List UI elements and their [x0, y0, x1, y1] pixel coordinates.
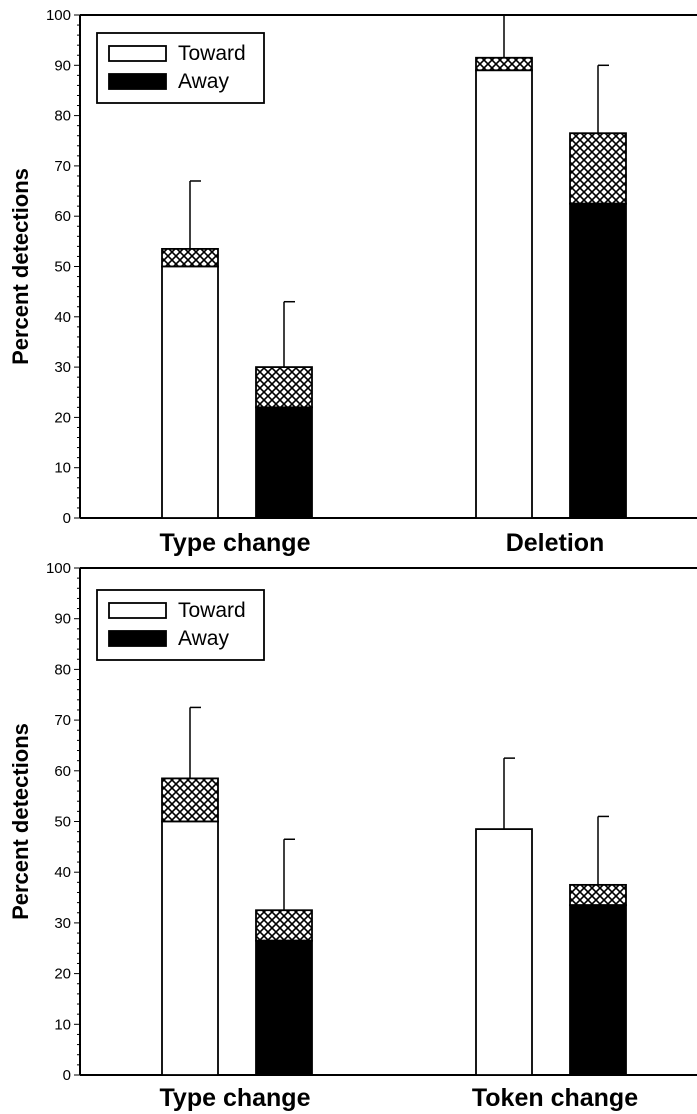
- bar-hatched-segment: [569, 132, 627, 205]
- legend-label-away: Away: [178, 70, 229, 93]
- y-tick-label: 100: [46, 560, 71, 577]
- bar-base-segment: [475, 69, 533, 519]
- legend-swatch-toward: [108, 602, 167, 619]
- legend-swatch-away: [108, 630, 167, 647]
- bar-hatched-segment: [255, 909, 313, 942]
- category-label: Type change: [160, 529, 311, 557]
- bar-base-segment: [161, 265, 219, 519]
- y-tick-label: 50: [54, 259, 71, 276]
- y-tick-label: 90: [54, 611, 71, 628]
- y-tick-label: 20: [54, 409, 71, 426]
- bar-base-segment: [161, 820, 219, 1076]
- bar-away-1: [255, 838, 313, 1076]
- legend: Toward Away: [96, 589, 265, 661]
- bar-hatched-segment: [161, 777, 219, 823]
- y-tick-label: 50: [54, 814, 71, 831]
- legend-label-away: Away: [178, 627, 229, 650]
- y-tick-label: 70: [54, 712, 71, 729]
- bar-away-2: [569, 64, 627, 519]
- y-tick-label: 30: [54, 915, 71, 932]
- legend-box: [96, 32, 265, 104]
- y-tick-label: 30: [54, 359, 71, 376]
- legend-swatch-away: [108, 73, 167, 90]
- y-tick-label: 80: [54, 108, 71, 125]
- bar-base-segment: [255, 406, 313, 519]
- category-label: Token change: [472, 1084, 638, 1112]
- y-tick-label: 0: [63, 510, 71, 527]
- y-tick-label: 0: [63, 1067, 71, 1084]
- bar-base-segment: [569, 904, 627, 1076]
- legend-swatch-toward: [108, 45, 167, 62]
- bar-toward-2: [475, 15, 533, 519]
- legend-box: [96, 589, 265, 661]
- bar-hatched-segment: [161, 247, 219, 268]
- y-tick-label: 10: [54, 1016, 71, 1033]
- bar-toward-1: [161, 706, 219, 1076]
- y-axis-title: Percent detections: [8, 168, 33, 365]
- category-label: Deletion: [506, 529, 605, 557]
- bar-base-segment: [475, 828, 533, 1076]
- y-tick-label: 10: [54, 460, 71, 477]
- y-tick-label: 40: [54, 864, 71, 881]
- y-tick-label: 60: [54, 763, 71, 780]
- y-axis-title: Percent detections: [8, 723, 33, 920]
- legend: Toward Away: [96, 32, 265, 104]
- category-label: Type change: [160, 1084, 311, 1112]
- chart-panel-1: 0 10 20 30 40 50 60 70 80 90 100 Percent detections…: [8, 7, 697, 557]
- bar-hatched-segment: [475, 56, 533, 72]
- y-tick-label: 20: [54, 966, 71, 983]
- chart-panel-2: 0 10 20 30 40 50 60 70 80 90 100 Percent detections…: [8, 560, 697, 1112]
- bar-toward-1: [161, 180, 219, 519]
- y-tick-label: 100: [46, 7, 71, 24]
- bar-base-segment: [255, 939, 313, 1076]
- y-tick-label: 80: [54, 661, 71, 678]
- y-tick-label: 70: [54, 158, 71, 175]
- bar-hatched-segment: [255, 366, 313, 409]
- bar-away-1: [255, 300, 313, 519]
- bar-hatched-segment: [569, 883, 627, 907]
- bar-away-2: [569, 815, 627, 1076]
- y-tick-label: 60: [54, 208, 71, 225]
- y-tick-label: 40: [54, 309, 71, 326]
- y-tick-label: 90: [54, 57, 71, 74]
- bar-base-segment: [569, 202, 627, 519]
- bar-toward-2: [475, 757, 533, 1076]
- legend-label-toward: Toward: [178, 42, 246, 65]
- legend-label-toward: Toward: [178, 599, 246, 622]
